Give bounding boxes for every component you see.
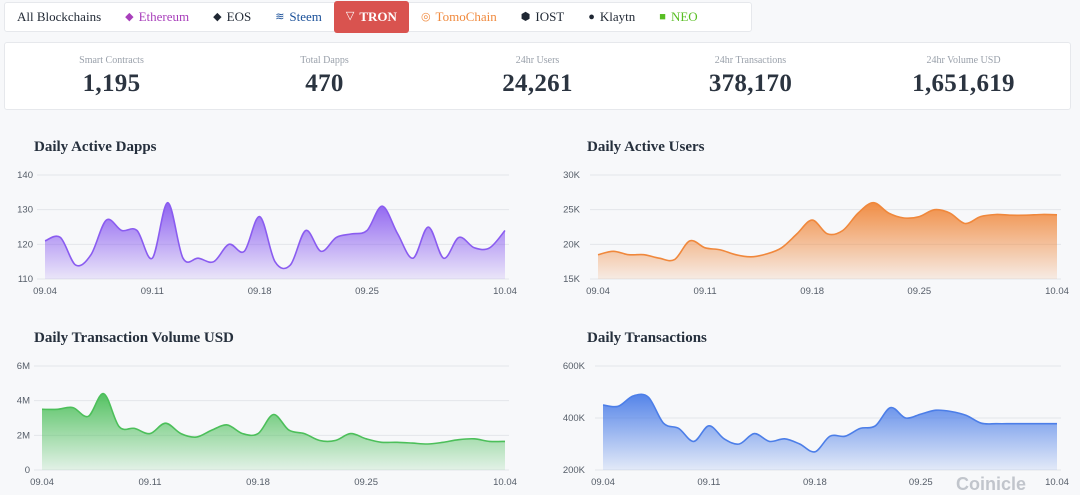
x-tick-label: 09.04 [33,286,57,297]
stats-panel: Smart Contracts 1,195 Total Dapps 470 24hr U… [4,42,1071,110]
klaytn-icon: ● [588,10,595,23]
x-tick-label: 09.11 [141,286,164,297]
chart-0: 110 120 130 140 09.04 09.11 09.18 09.25 10.04 [17,170,517,297]
neo-icon: ■ [659,10,666,23]
ethereum-icon: ◆ [125,10,134,23]
tab-label: TRON [359,8,397,24]
tomochain-icon: ◎ [420,10,431,23]
y-tick-label: 20K [563,239,581,250]
stat-value: 378,170 [708,70,793,97]
x-tick-label: 09.25 [354,477,378,488]
tab-tron[interactable]: ▽ TRON [333,0,409,33]
tron-icon: ▽ [345,10,355,22]
y-tick-label: 2M [17,430,30,441]
chart-title-dapps: Daily Active Dapps [34,139,157,155]
tab-neo[interactable]: ■ NEO [647,2,709,32]
y-tick-label: 30K [563,170,581,181]
y-tick-label: 600K [563,361,586,372]
stat-label: Total Dapps [300,55,349,66]
stat-label: 24hr Volume USD [926,55,1001,66]
tab-label: TomoChain [435,9,497,24]
series-line [41,392,506,445]
x-tick-label: 09.11 [138,477,161,488]
y-tick-label: 4M [17,396,30,407]
series-area [603,394,1057,470]
series-area [45,202,505,279]
y-tick-label: 130 [17,205,33,216]
iost-icon: ⬢ [520,10,531,23]
x-tick-label: 09.04 [586,286,610,297]
tab-label: Steem [289,9,322,24]
chart-title-volume: Daily Transaction Volume USD [34,330,234,346]
stat-card: Total Dapps 470 [218,43,431,109]
x-tick-label: 09.18 [248,286,272,297]
chart-1: 15K 20K 25K 30K 09.04 09.11 09.18 09.25 10.04 [563,170,1069,297]
steem-icon: ≋ [275,10,285,23]
tab-ethereum[interactable]: ◆ Ethereum [113,2,201,32]
stat-value: 24,261 [502,70,573,97]
series-line [44,201,506,270]
tab-iost[interactable]: ⬢ IOST [509,2,577,32]
tab-all-blockchains[interactable]: All Blockchains [5,2,113,32]
x-tick-label: 10.04 [1045,477,1069,488]
chart-3: 200K 400K 600K 09.04 09.11 09.18 09.25 10.04 [563,361,1069,488]
stat-label: 24hr Users [515,55,560,66]
y-tick-label: 140 [17,170,33,181]
tab-label: Ethereum [138,9,190,24]
y-tick-label: 110 [18,274,33,285]
y-tick-label: 25K [563,205,581,216]
x-tick-label: 09.25 [907,286,931,297]
x-tick-label: 10.04 [1045,286,1069,297]
watermark: Coinicle [956,474,1027,494]
tab-tomochain[interactable]: ◎ TomoChain [409,2,509,32]
tab-label: All Blockchains [17,9,102,24]
y-tick-label: 400K [563,413,586,424]
x-tick-label: 09.04 [30,477,54,488]
tab-label: Klaytn [599,9,636,24]
stat-value: 470 [305,70,344,97]
x-tick-label: 10.04 [493,477,517,488]
eos-icon: ◆ [213,10,222,23]
stat-value: 1,195 [82,70,141,97]
tab-label: IOST [535,9,565,24]
tab-label: NEO [670,9,698,24]
x-tick-label: 09.04 [591,477,615,488]
blockchain-tabs: All Blockchains ◆ Ethereum ◆ EOS ≋ Steem ▽ TRON ◎… [4,0,752,33]
tab-label: EOS [226,9,252,24]
x-tick-label: 09.11 [697,477,720,488]
x-tick-label: 09.18 [803,477,827,488]
y-tick-label: 120 [17,239,33,250]
x-tick-label: 10.04 [493,286,517,297]
stat-label: 24hr Transactions [714,55,787,66]
stat-card: 24hr Users 24,261 [431,43,644,109]
tab-steem[interactable]: ≋ Steem [263,2,334,32]
stat-card: Smart Contracts 1,195 [5,43,218,109]
chart-title-transactions: Daily Transactions [587,330,707,346]
y-tick-label: 200K [563,465,586,476]
x-tick-label: 09.18 [800,286,824,297]
y-tick-label: 6M [17,361,30,372]
stat-card: 24hr Volume USD 1,651,619 [857,43,1070,109]
stat-label: Smart Contracts [79,55,144,66]
tab-klaytn[interactable]: ● Klaytn [576,2,647,32]
x-tick-label: 09.11 [694,286,717,297]
chart-2: 0 2M 4M 6M 09.04 09.11 09.18 09.25 10.04 [17,361,517,488]
series-area [42,393,505,470]
stat-value: 1,651,619 [912,70,1015,97]
y-tick-label: 15K [563,274,581,285]
tab-eos[interactable]: ◆ EOS [201,2,263,32]
stat-card: 24hr Transactions 378,170 [644,43,857,109]
x-tick-label: 09.18 [246,477,270,488]
x-tick-label: 09.25 [355,286,379,297]
chart-title-users: Daily Active Users [587,139,705,155]
x-tick-label: 09.25 [909,477,933,488]
series-area [598,202,1057,279]
y-tick-label: 0 [25,465,30,476]
